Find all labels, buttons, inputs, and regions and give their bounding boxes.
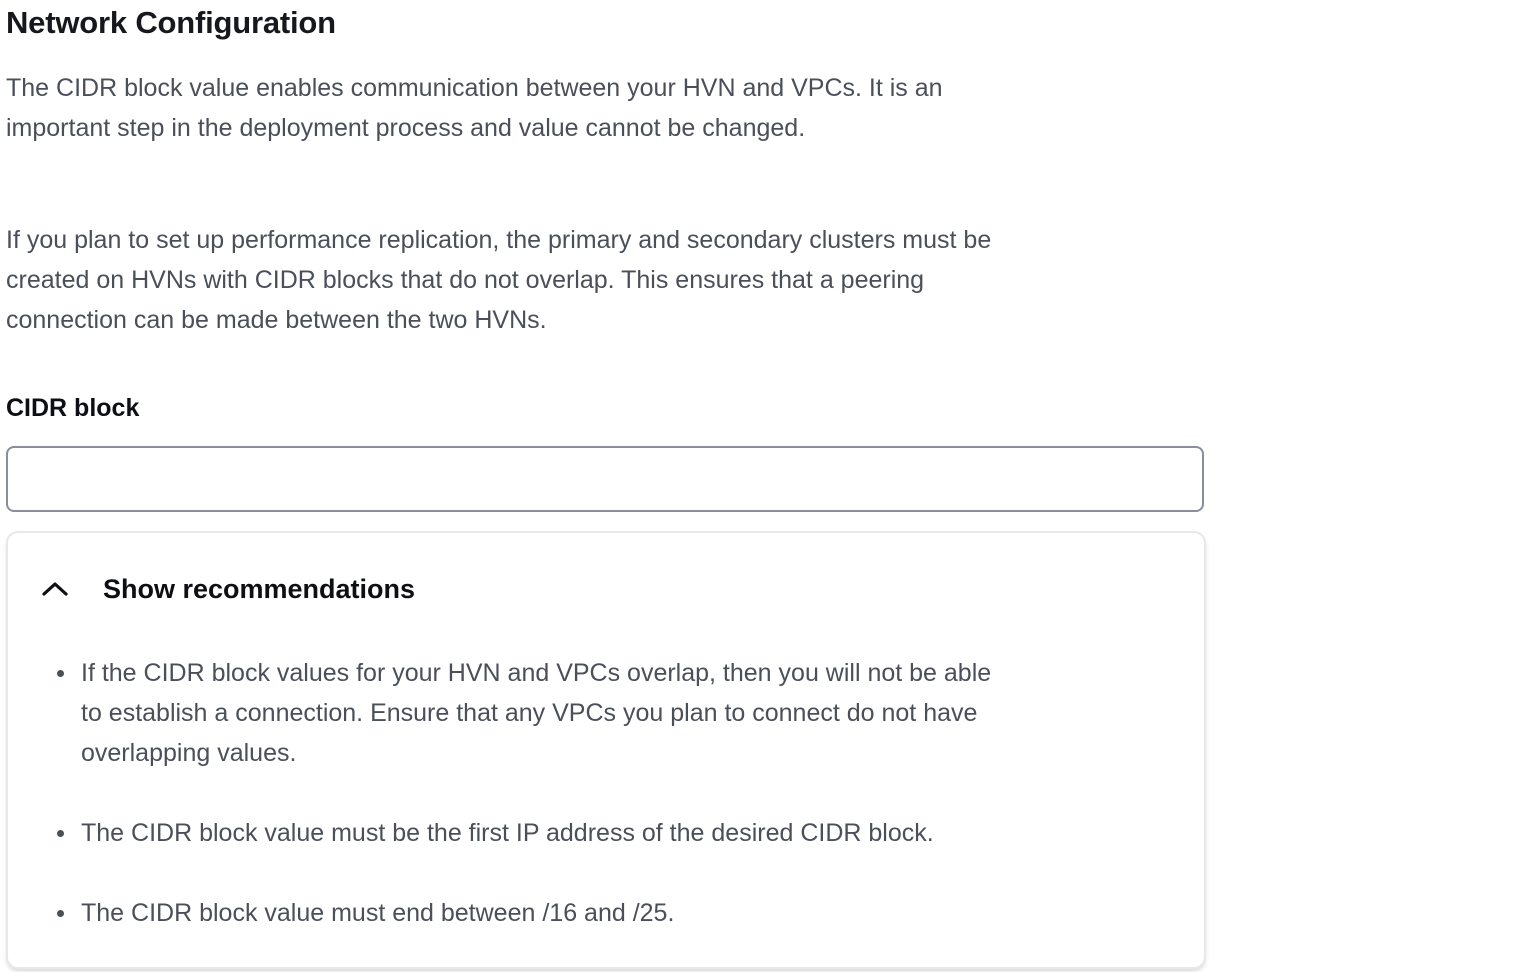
recommendation-item: The CIDR block value must end between /1… [40, 893, 1156, 933]
cidr-block-label: CIDR block [6, 394, 140, 422]
recommendation-list: If the CIDR block values for your HVN an… [40, 653, 1156, 933]
recommendation-item: If the CIDR block values for your HVN an… [40, 653, 1156, 773]
show-recommendations-toggle[interactable]: Show recommendations [40, 569, 415, 609]
recommendations-card: Show recommendations If the CIDR block v… [6, 531, 1206, 969]
cidr-block-input[interactable] [6, 446, 1204, 512]
cidr-intro-text: The CIDR block value enables communicati… [6, 74, 943, 142]
show-recommendations-label: Show recommendations [103, 574, 416, 604]
recommendation-item: The CIDR block value must be the first I… [40, 813, 1156, 853]
replication-note-text: If you plan to set up performance replic… [6, 226, 992, 334]
chevron-up-icon [40, 580, 70, 598]
page-title: Network Configuration [6, 5, 336, 40]
form-content: Network Configuration The CIDR block val… [6, 4, 1206, 969]
